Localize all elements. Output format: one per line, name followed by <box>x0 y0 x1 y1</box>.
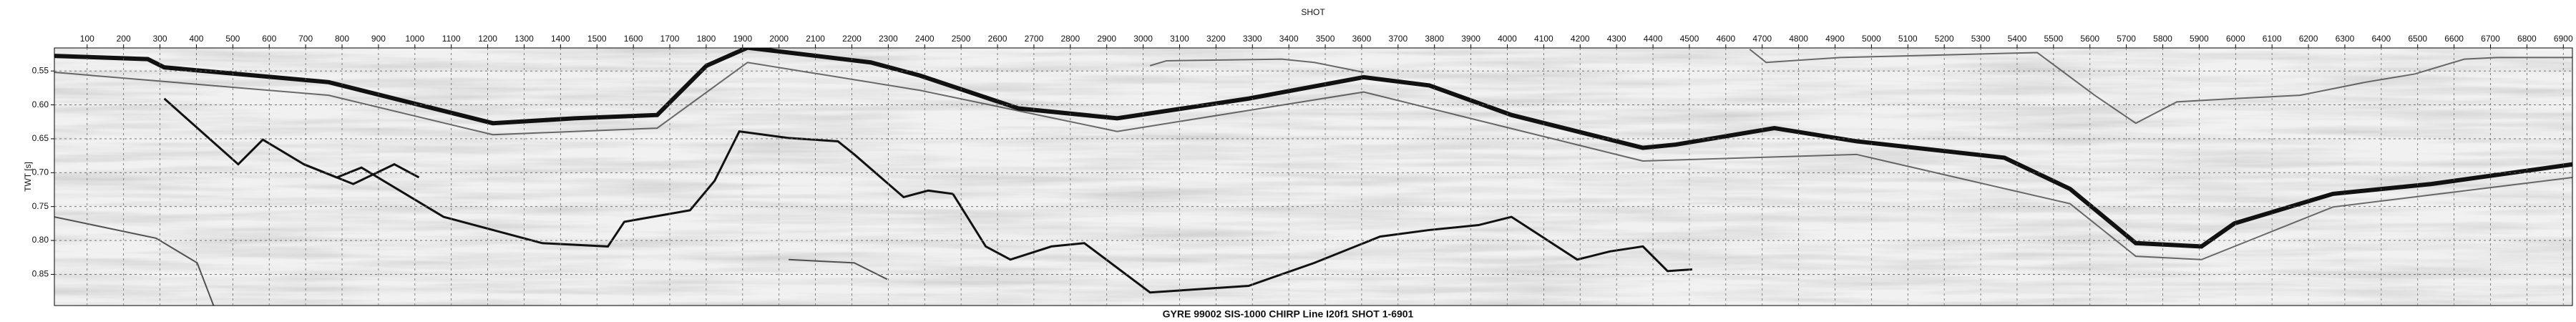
x-tick-label: 500 <box>225 34 240 44</box>
x-tick-label: 2900 <box>1097 34 1116 44</box>
x-tick-label: 6300 <box>2336 34 2355 44</box>
x-tick-label: 2100 <box>806 34 825 44</box>
x-tick-label: 5900 <box>2190 34 2209 44</box>
x-tick-label: 700 <box>298 34 313 44</box>
x-tick-label: 1800 <box>697 34 716 44</box>
x-tick-label: 1400 <box>551 34 570 44</box>
x-tick-label: 400 <box>189 34 203 44</box>
x-tick-label: 5700 <box>2117 34 2136 44</box>
x-tick-label: 2300 <box>879 34 898 44</box>
x-tick-label: 1200 <box>478 34 497 44</box>
x-tick-label: 4700 <box>1752 34 1772 44</box>
x-tick-label: 3400 <box>1279 34 1299 44</box>
x-tick-label: 5200 <box>1935 34 1954 44</box>
x-axis-label: SHOT <box>1301 7 1325 17</box>
x-tick-label: 3500 <box>1316 34 1335 44</box>
x-tick-label: 2500 <box>952 34 971 44</box>
x-tick-label: 4400 <box>1644 34 1663 44</box>
x-tick-label: 6000 <box>2226 34 2245 44</box>
x-tick-label: 6600 <box>2444 34 2464 44</box>
y-tick-label: 0.70 <box>32 167 49 177</box>
x-tick-label: 2200 <box>842 34 862 44</box>
y-tick-label: 0.75 <box>32 201 49 211</box>
x-tick-label: 6200 <box>2299 34 2318 44</box>
x-tick-label: 1300 <box>514 34 534 44</box>
x-tick-label: 6100 <box>2263 34 2282 44</box>
x-tick-label: 2400 <box>915 34 935 44</box>
x-tick-label: 5400 <box>2008 34 2027 44</box>
x-tick-label: 600 <box>262 34 276 44</box>
x-tick-label: 300 <box>153 34 167 44</box>
plot-frame <box>54 47 2573 306</box>
x-tick-label: 6500 <box>2408 34 2427 44</box>
x-tick-label: 2000 <box>769 34 789 44</box>
x-tick-label: 4900 <box>1825 34 1845 44</box>
x-tick-label: 1700 <box>660 34 680 44</box>
x-tick-label: 100 <box>80 34 94 44</box>
x-tick-label: 6800 <box>2517 34 2537 44</box>
x-tick-label: 1000 <box>405 34 424 44</box>
x-tick-label: 3900 <box>1461 34 1480 44</box>
y-tick-label: 0.55 <box>32 65 49 75</box>
x-tick-label: 3700 <box>1388 34 1407 44</box>
x-tick-label: 6700 <box>2481 34 2500 44</box>
y-axis-label: TWT [s] <box>23 162 33 192</box>
chart-title: GYRE 99002 SIS-1000 CHIRP Line I20f1 SHO… <box>1163 308 1414 320</box>
x-tick-label: 1100 <box>442 34 461 44</box>
x-tick-label: 6400 <box>2371 34 2391 44</box>
x-tick-label: 5500 <box>2044 34 2063 44</box>
x-tick-label: 3800 <box>1425 34 1444 44</box>
x-tick-label: 200 <box>117 34 131 44</box>
x-tick-label: 4600 <box>1716 34 1735 44</box>
x-tick-label: 3000 <box>1133 34 1153 44</box>
x-tick-label: 2700 <box>1025 34 1044 44</box>
x-tick-label: 4800 <box>1789 34 1808 44</box>
x-tick-label: 5800 <box>2153 34 2172 44</box>
x-tick-label: 800 <box>335 34 349 44</box>
x-tick-label: 3600 <box>1352 34 1372 44</box>
x-tick-label: 5100 <box>1898 34 1918 44</box>
x-tick-label: 900 <box>371 34 386 44</box>
x-tick-label: 4100 <box>1534 34 1553 44</box>
x-tick-label: 3300 <box>1243 34 1262 44</box>
x-tick-label: 2800 <box>1060 34 1080 44</box>
x-tick-label: 4300 <box>1607 34 1626 44</box>
x-tick-label: 3200 <box>1206 34 1226 44</box>
x-tick-label: 2600 <box>988 34 1008 44</box>
x-tick-label: 4200 <box>1571 34 1590 44</box>
x-tick-label: 3100 <box>1170 34 1189 44</box>
x-tick-label: 1600 <box>624 34 643 44</box>
y-tick-label: 0.60 <box>32 99 49 109</box>
y-tick-label: 0.80 <box>32 235 49 245</box>
seismic-image <box>54 48 2572 306</box>
x-tick-label: 4000 <box>1498 34 1517 44</box>
x-tick-label: 1900 <box>733 34 752 44</box>
x-tick-label: 5600 <box>2080 34 2099 44</box>
x-tick-label: 4500 <box>1680 34 1699 44</box>
x-tick-label: 5300 <box>1971 34 1991 44</box>
y-tick-label: 0.65 <box>32 133 49 143</box>
x-tick-label: 5000 <box>1862 34 1881 44</box>
x-tick-label: 6900 <box>2554 34 2573 44</box>
x-tick-label: 1500 <box>587 34 607 44</box>
y-tick-label: 0.85 <box>32 269 49 279</box>
